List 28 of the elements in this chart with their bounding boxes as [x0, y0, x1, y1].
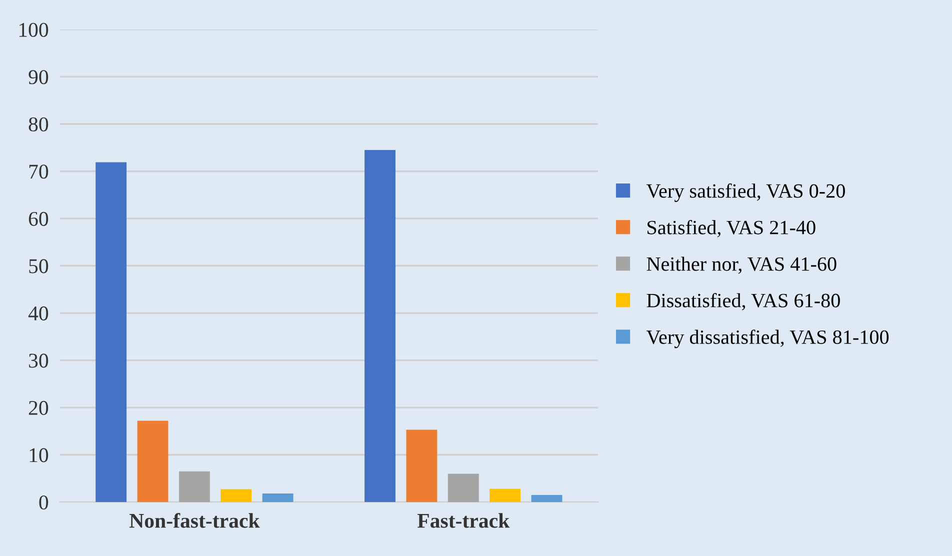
bar — [262, 494, 294, 502]
legend-label: Dissatisfied, VAS 61-80 — [646, 293, 840, 310]
y-tick-label: 60 — [28, 212, 48, 226]
y-tick-label: 80 — [28, 117, 48, 132]
bar — [490, 488, 521, 502]
bar — [531, 494, 562, 502]
bar — [406, 430, 438, 502]
y-tick-label: 90 — [28, 70, 48, 84]
bar — [137, 420, 168, 502]
bar — [178, 471, 210, 502]
x-tick-label: Non-fast-track — [129, 512, 260, 528]
bar — [448, 474, 479, 502]
y-tick-label: 50 — [29, 259, 48, 274]
bar — [220, 489, 252, 502]
bar — [364, 150, 396, 502]
y-tick-label: 10 — [30, 448, 48, 462]
legend-label: Very dissatisfied, VAS 81-100 — [646, 330, 889, 348]
y-tick-label: 100 — [19, 22, 48, 37]
bar — [96, 162, 127, 502]
y-tick-label: 0 — [39, 495, 48, 510]
legend-label: Neither nor, VAS 41-60 — [646, 256, 836, 274]
legend-label: Satisfied, VAS 21-40 — [648, 220, 816, 238]
x-tick-label: Fast-track — [417, 513, 510, 528]
y-tick-label: 70 — [29, 164, 48, 179]
legend-label: Very satisfied, VAS 0-20 — [646, 183, 845, 202]
y-tick-label: 30 — [29, 354, 48, 368]
y-tick-label: 20 — [28, 400, 48, 415]
y-tick-label: 40 — [28, 306, 48, 320]
